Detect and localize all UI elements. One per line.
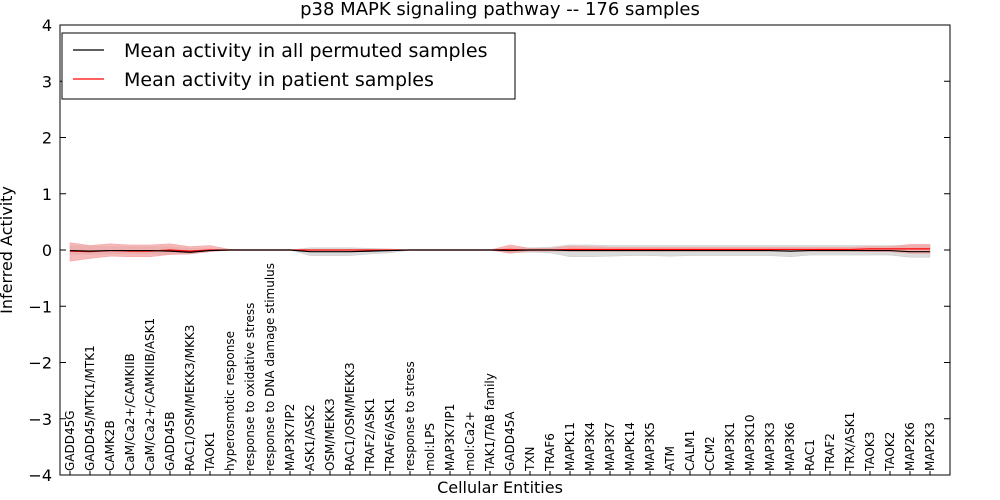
category-label: RAC1/OSM/MEKK3 — [343, 362, 357, 471]
category-label: MAPK14 — [623, 422, 637, 471]
category-label: TAOK3 — [863, 432, 877, 472]
category-label: CCM2 — [703, 436, 717, 471]
category-label: GADD45A — [503, 411, 517, 471]
category-label: CaM/Ca2+/CAMKIIB — [123, 353, 137, 471]
legend: Mean activity in all permuted samples Me… — [61, 32, 516, 100]
category-label: TAK1/TAB family — [483, 373, 497, 472]
category-label: TRAF6 — [543, 433, 557, 472]
y-tick-label: −3 — [28, 410, 52, 429]
chart-title: p38 MAPK signaling pathway -- 176 sample… — [300, 0, 700, 20]
category-label: response to stress — [403, 361, 417, 471]
legend-label-permuted: Mean activity in all permuted samples — [124, 40, 487, 62]
category-label: mol:LPS — [423, 423, 437, 471]
category-label: RAC1/OSM/MEKK3/MKK3 — [183, 325, 197, 471]
category-label: TAOK1 — [203, 432, 217, 472]
category-label: TRAF2/ASK1 — [363, 398, 377, 472]
category-label: RAC1 — [803, 439, 817, 471]
series-line-permuted — [69, 249, 930, 253]
category-label: MAP3K6 — [783, 422, 797, 471]
category-label: TAOK2 — [883, 432, 897, 472]
category-label: ATM — [663, 446, 677, 471]
category-label: response to oxidative stress — [243, 303, 257, 471]
category-label: CAMK2B — [103, 420, 117, 471]
category-label: MAP3K5 — [643, 422, 657, 471]
legend-box — [61, 32, 516, 100]
category-label: GADD45B — [163, 412, 177, 472]
y-tick-label: 2 — [42, 129, 52, 148]
x-axis-label: Cellular Entities — [437, 478, 563, 497]
category-label: MAP3K10 — [743, 414, 757, 471]
category-label: MAP3K3 — [763, 422, 777, 471]
category-label: GADD45G — [63, 410, 77, 471]
category-label: response to DNA damage stimulus — [263, 263, 277, 471]
category-label: MAP3K7IP1 — [443, 404, 457, 471]
category-label: MAP2K6 — [903, 422, 917, 471]
category-label: TRAF6/ASK1 — [383, 398, 397, 472]
category-label: TXN — [523, 446, 537, 472]
y-tick-label: 4 — [42, 16, 52, 35]
category-label: OSM/MEKK3 — [323, 398, 337, 471]
category-label: MAPK11 — [563, 422, 577, 471]
y-tick-label: −1 — [28, 297, 52, 316]
category-label: CALM1 — [683, 430, 697, 471]
category-label: MAP3K4 — [583, 422, 597, 471]
category-label: MAP2K3 — [923, 422, 937, 471]
y-tick-label: 1 — [42, 185, 52, 204]
y-tick-label: 0 — [42, 241, 52, 260]
category-label: hyperosmotic response — [223, 331, 237, 471]
legend-label-patient: Mean activity in patient samples — [124, 69, 434, 91]
category-label: MAP3K1 — [723, 422, 737, 471]
y-tick-label: 3 — [42, 72, 52, 91]
y-tick-label: −4 — [28, 466, 52, 485]
category-label: ASK1/ASK2 — [303, 404, 317, 471]
category-label: mol:Ca2+ — [463, 411, 477, 471]
plot-frame — [59, 24, 951, 476]
category-label: CaM/Ca2+/CAMKIIB/ASK1 — [143, 318, 157, 471]
category-label: TRX/ASK1 — [843, 412, 857, 472]
y-tick-label: −2 — [28, 354, 52, 373]
category-label: TRAF2 — [823, 433, 837, 472]
category-label: MAP3K7IP2 — [283, 404, 297, 471]
category-label: GADD45/MTK1/MTK1 — [83, 345, 97, 471]
y-axis-label: Inferred Activity — [0, 186, 16, 314]
category-label: MAP3K7 — [603, 422, 617, 471]
